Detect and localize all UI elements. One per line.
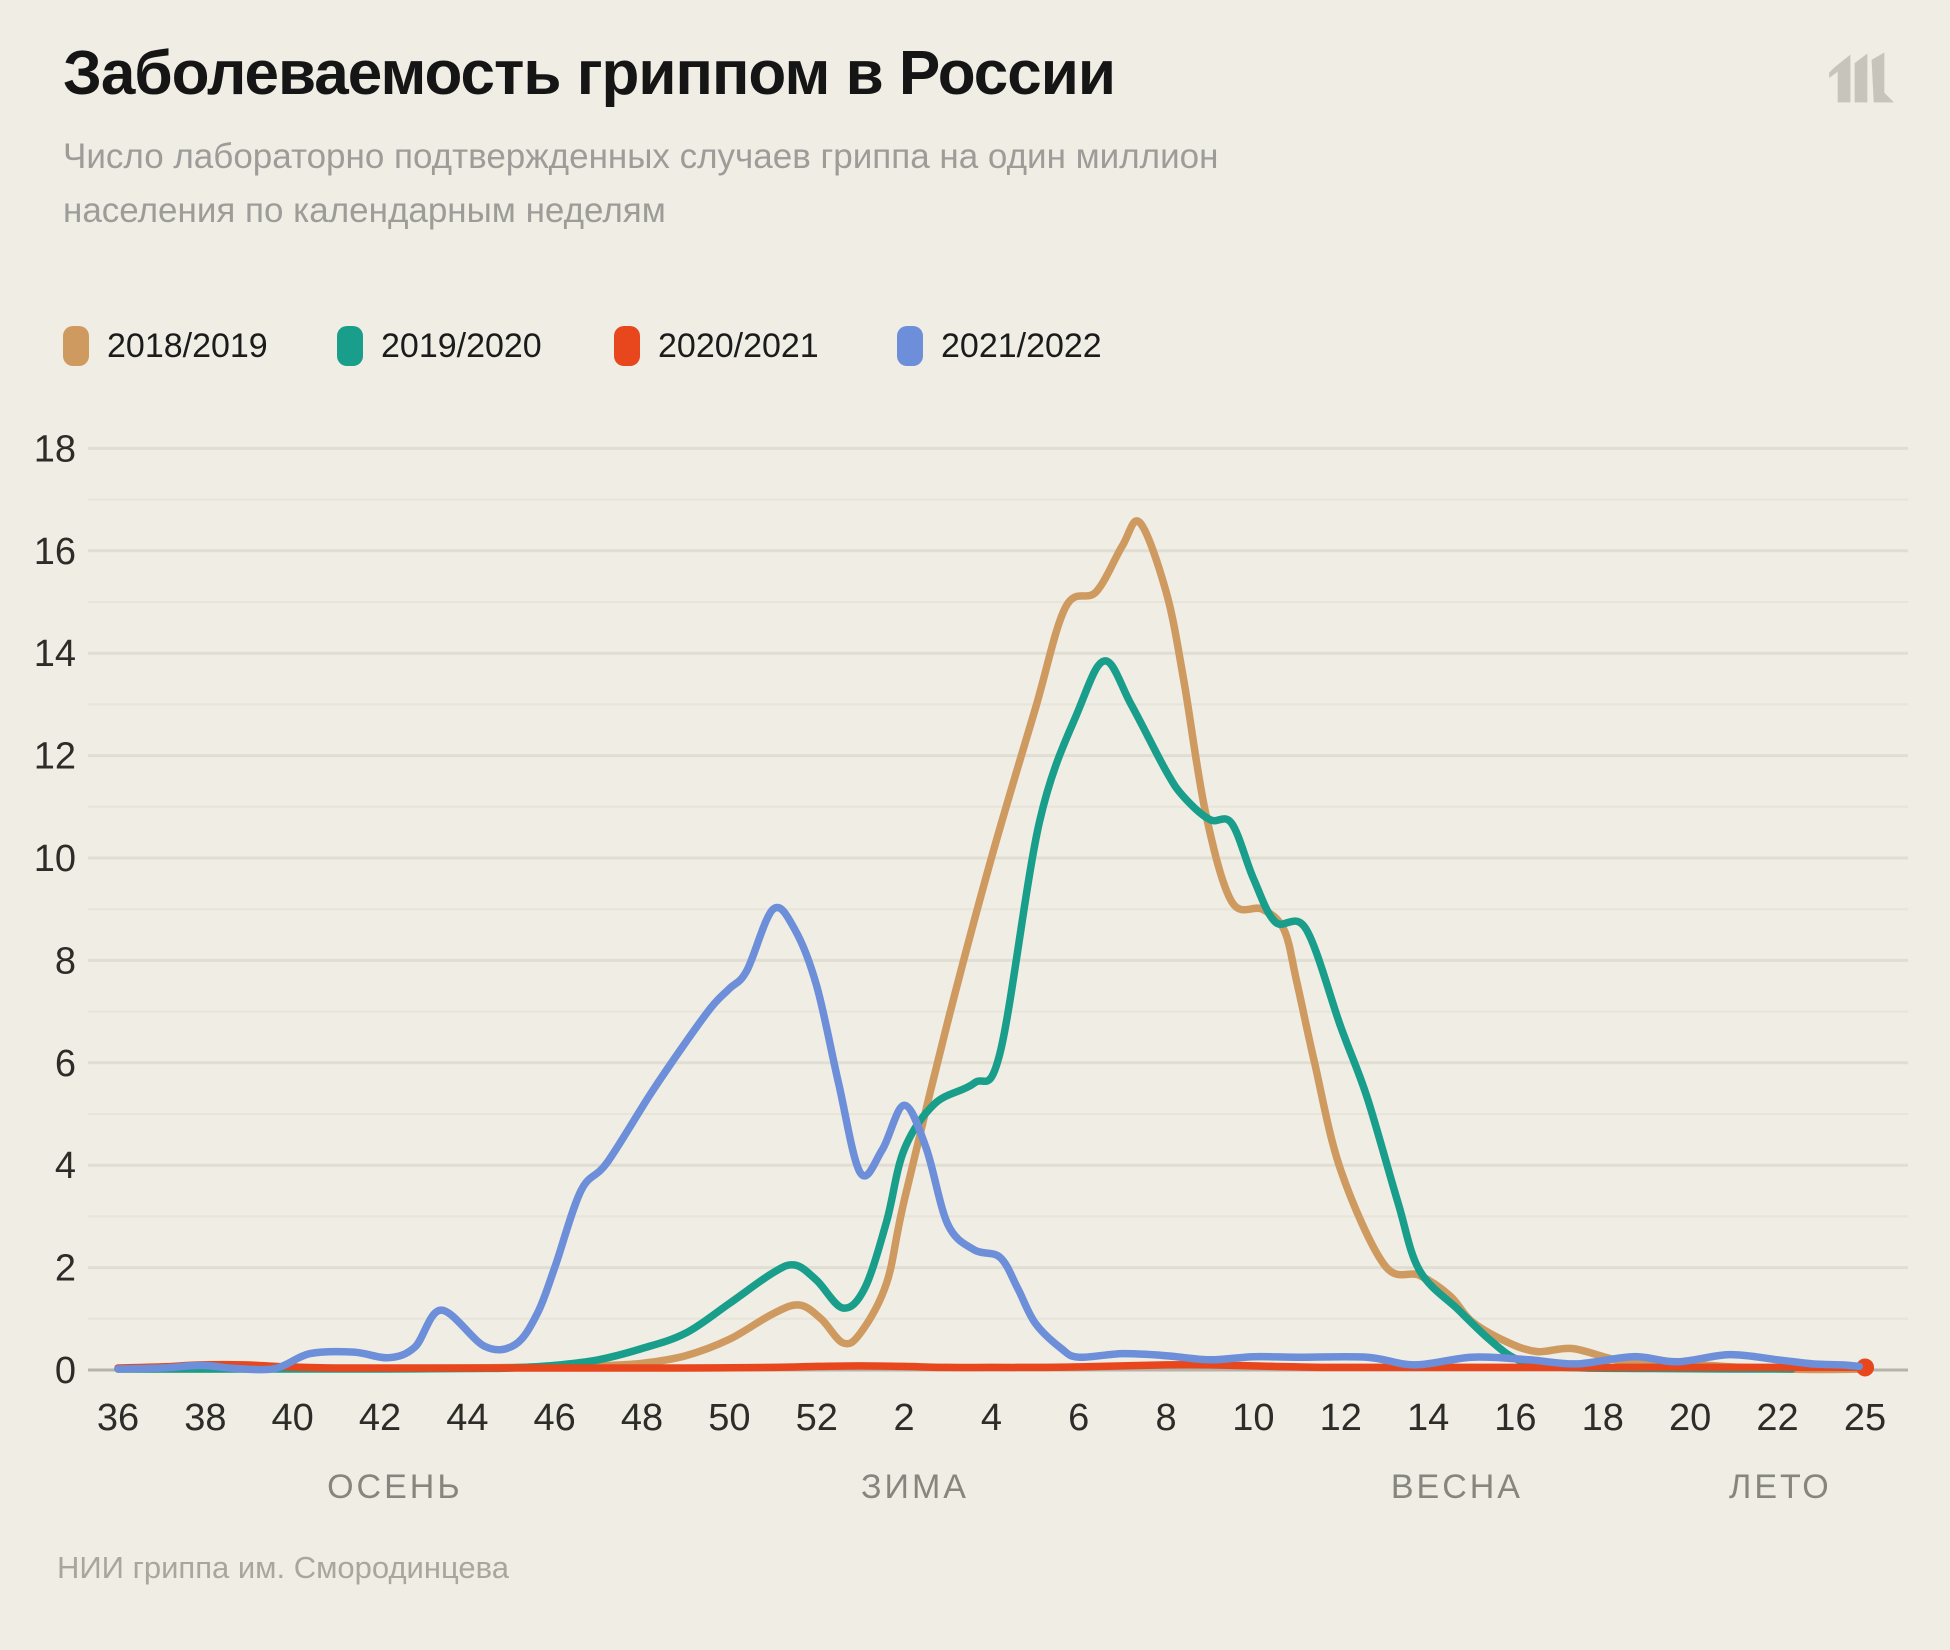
x-tick-label: 6	[1068, 1397, 1089, 1439]
season-label-осень: ОСЕНЬ	[327, 1468, 463, 1506]
meduza-m-logo	[1829, 52, 1894, 103]
x-tick-label: 16	[1494, 1397, 1536, 1439]
y-tick-label: 14	[34, 633, 76, 675]
y-tick-label: 16	[34, 531, 76, 573]
y-tick-label: 2	[55, 1248, 76, 1290]
source-credit: НИИ гриппа им. Смородинцева	[57, 1550, 509, 1585]
x-tick-label: 52	[796, 1397, 838, 1439]
legend-label: 2018/2019	[107, 326, 268, 365]
x-tick-label: 22	[1756, 1397, 1798, 1439]
x-tick-label: 14	[1407, 1397, 1449, 1439]
x-tick-label: 20	[1669, 1397, 1711, 1439]
x-tick-label: 4	[981, 1397, 1002, 1439]
series-line-2018-2019	[114, 517, 1869, 1374]
season-label-лето: ЛЕТО	[1729, 1468, 1832, 1506]
x-tick-label: 12	[1320, 1397, 1362, 1439]
y-tick-label: 6	[55, 1043, 76, 1085]
legend-swatch-icon	[897, 326, 923, 366]
page-title: Заболеваемость гриппом в России	[63, 39, 1116, 108]
legend-swatch-icon	[63, 326, 89, 366]
series-line-2020-2021	[114, 1360, 1869, 1372]
season-label-зима: ЗИМА	[861, 1468, 969, 1506]
x-tick-label: 46	[534, 1397, 576, 1439]
y-tick-label: 4	[55, 1145, 76, 1187]
x-tick-label: 8	[1156, 1397, 1177, 1439]
legend-swatch-icon	[614, 326, 640, 366]
page-subtitle: Число лабораторно подтвержденных случаев…	[63, 137, 1219, 231]
legend-item-2018-2019: 2018/2019	[63, 326, 268, 366]
series-line-2021-2022	[114, 903, 1863, 1374]
legend-item-2020-2021: 2020/2021	[614, 326, 819, 366]
x-tick-label: 44	[446, 1397, 488, 1439]
x-tick-label: 36	[97, 1397, 139, 1439]
y-tick-label: 18	[34, 428, 76, 470]
legend-item-2019-2020: 2019/2020	[337, 326, 542, 366]
x-tick-label: 18	[1582, 1397, 1624, 1439]
y-tick-label: 10	[34, 838, 76, 880]
legend-label: 2020/2021	[658, 326, 819, 365]
legend-swatch-icon	[337, 326, 363, 366]
legend-item-2021-2022: 2021/2022	[897, 326, 1102, 366]
x-tick-label: 42	[359, 1397, 401, 1439]
x-tick-label: 2	[893, 1397, 914, 1439]
series-line-2019-2020	[114, 657, 1796, 1373]
season-label-весна: ВЕСНА	[1391, 1468, 1523, 1506]
x-tick-label: 10	[1232, 1397, 1274, 1439]
legend-label: 2021/2022	[941, 326, 1102, 365]
x-tick-label: 40	[272, 1397, 314, 1439]
y-tick-label: 12	[34, 736, 76, 778]
legend-label: 2019/2020	[381, 326, 542, 365]
x-tick-label: 25	[1844, 1397, 1886, 1439]
y-tick-label: 0	[55, 1350, 76, 1392]
x-tick-label: 48	[621, 1397, 663, 1439]
x-tick-label: 38	[184, 1397, 226, 1439]
y-tick-label: 8	[55, 940, 76, 982]
x-tick-label: 50	[708, 1397, 750, 1439]
